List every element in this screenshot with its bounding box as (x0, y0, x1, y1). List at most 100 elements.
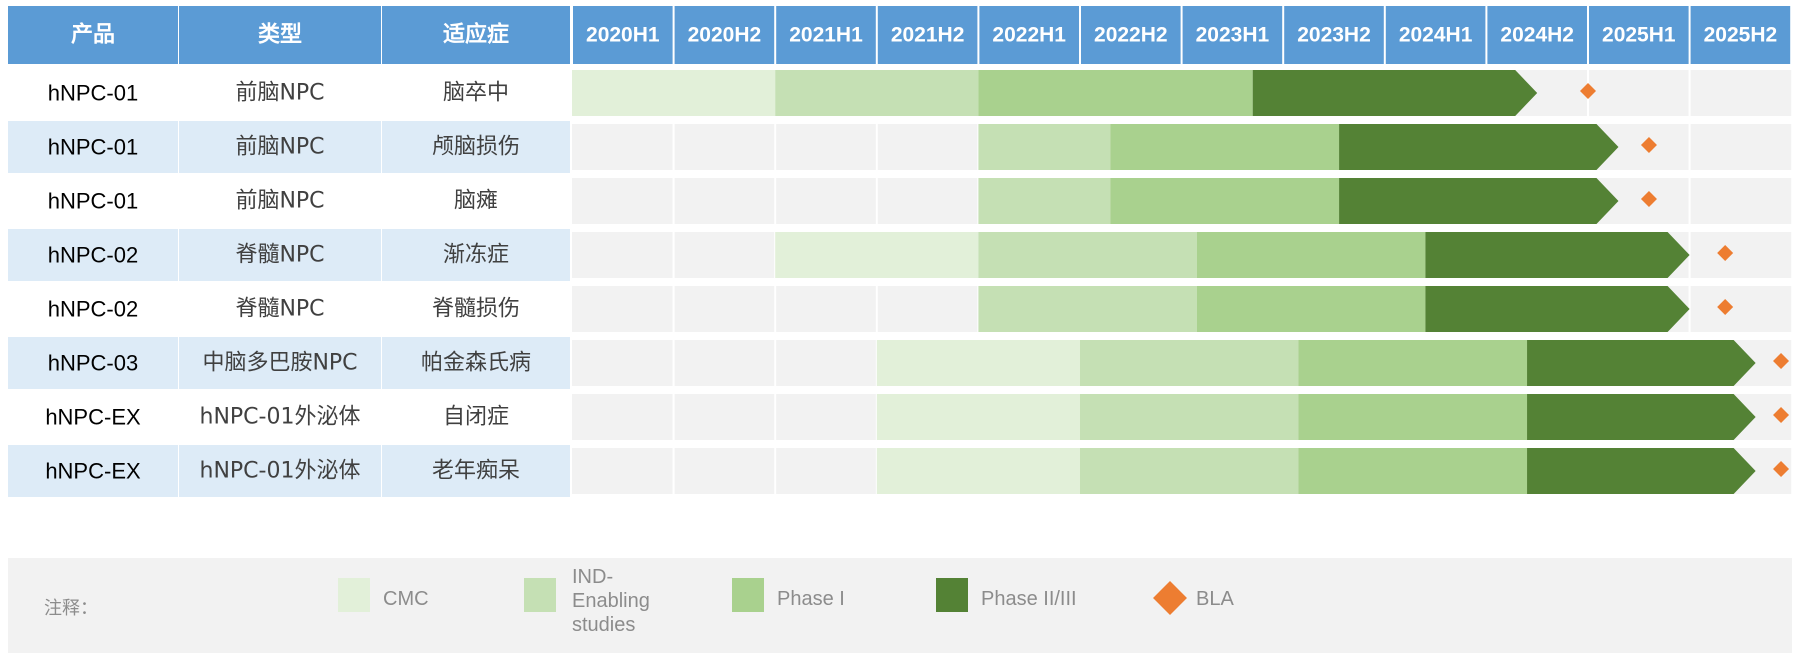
row-cell (8, 445, 178, 497)
indication-label: 脑卒中 (443, 81, 509, 106)
row-cell (179, 391, 381, 443)
period-label: 2022H2 (1094, 24, 1168, 47)
legend-text-phase1: Phase I (777, 588, 845, 610)
row-cell (8, 67, 178, 119)
row-cell (382, 391, 570, 443)
type-label: 前脑NPC (235, 81, 324, 106)
type-label: 前脑NPC (235, 189, 324, 214)
bla-marker (1773, 407, 1790, 423)
type-label: 脊髓NPC (235, 297, 324, 322)
phase-bar-phase-i (1298, 340, 1528, 386)
period-header-cell (979, 6, 1079, 64)
legend-swatch-phase23 (936, 578, 968, 612)
bla-marker (1640, 191, 1657, 207)
phase-bar-phase-i (1110, 124, 1340, 170)
row-cell (179, 175, 381, 227)
legend-label: 注释： (44, 598, 98, 619)
phase-bar-phase-i (1298, 448, 1528, 494)
legend-bla-diamond (1153, 581, 1187, 615)
row-cell (8, 121, 178, 173)
row-cell (179, 283, 381, 335)
product-label: hNPC-EX (45, 405, 141, 430)
row-cell (8, 337, 178, 389)
phase-bar-ind-enabling-studies (978, 124, 1111, 170)
phase-bar-ind-enabling-studies (978, 232, 1197, 278)
legend: 注释： CMC IND- Enabling studies Phase I Ph… (8, 558, 1792, 653)
product-label: hNPC-01 (48, 81, 138, 106)
period-header-cell (1487, 6, 1587, 64)
period-header-cell (1690, 6, 1791, 64)
indication-label: 脑瘫 (454, 189, 498, 214)
indication-label: 颅脑损伤 (432, 135, 520, 160)
period-header-cell (1081, 6, 1181, 64)
period-label: 2024H2 (1500, 24, 1574, 47)
row-cell (382, 67, 570, 119)
phase-bar-phase-i (1196, 286, 1426, 332)
product-label: hNPC-02 (48, 243, 138, 268)
period-header-cell (1385, 6, 1486, 64)
phase-bar-phase-i (1196, 232, 1426, 278)
phase-bar-phase-ii-iii (1527, 340, 1756, 386)
bla-marker (1640, 137, 1657, 153)
header-label: 类型 (258, 23, 302, 48)
product-label: hNPC-01 (48, 135, 138, 160)
phase-bar-phase-i (978, 70, 1253, 116)
phase-bar-ind-enabling-studies (1080, 448, 1299, 494)
phase-bar-ind-enabling-studies (978, 178, 1111, 224)
phase-bar-phase-ii-iii (1527, 448, 1756, 494)
phase-bar-phase-ii-iii (1425, 232, 1690, 278)
phase-bar-phase-ii-iii (1425, 286, 1690, 332)
indication-label: 脊髓损伤 (432, 297, 520, 322)
phase-bar-phase-i (1110, 178, 1340, 224)
type-label: 前脑NPC (235, 135, 324, 160)
phase-bar-cmc (775, 232, 979, 278)
phase-bar-cmc (876, 394, 1080, 440)
phase-bar-ind-enabling-studies (1080, 340, 1299, 386)
row-cell (382, 283, 570, 335)
period-label: 2022H1 (992, 24, 1066, 47)
period-label: 2024H1 (1399, 24, 1473, 47)
type-label: 脊髓NPC (235, 243, 324, 268)
bla-marker (1717, 299, 1734, 315)
product-label: hNPC-01 (48, 189, 138, 214)
row-cell (8, 283, 178, 335)
row-cell (179, 121, 381, 173)
row-cell (8, 175, 178, 227)
phase-bar-ind-enabling-studies (1080, 394, 1299, 440)
period-header-cell (1589, 6, 1689, 64)
phase-bar-ind-enabling-studies (775, 70, 979, 116)
header-label: 适应症 (443, 22, 509, 48)
header-label: 产品 (71, 23, 115, 48)
row-cell (179, 229, 381, 281)
phase-bar-ind-enabling-studies (978, 286, 1197, 332)
row-cell (382, 175, 570, 227)
row-cell (8, 391, 178, 443)
product-label: hNPC-02 (48, 297, 138, 322)
row-cell (382, 445, 570, 497)
row-cell (382, 121, 570, 173)
legend-text-cmc: CMC (383, 588, 429, 610)
type-label: hNPC-01外泌体 (200, 459, 361, 484)
legend-text-ind-2: Enabling (572, 590, 650, 612)
period-label: 2020H1 (586, 24, 660, 47)
phase-bar-phase-ii-iii (1252, 70, 1538, 116)
period-header-cell (573, 6, 673, 64)
period-header-cell (776, 6, 876, 64)
row-cell (382, 229, 570, 281)
indication-label: 自闭症 (443, 405, 509, 430)
period-header-cell (877, 6, 978, 64)
period-label: 2020H2 (688, 24, 762, 47)
phase-bar-phase-ii-iii (1339, 178, 1619, 224)
legend-text-ind-1: IND- (572, 566, 614, 588)
row-cell (179, 445, 381, 497)
period-header-cell (1284, 6, 1384, 64)
period-label: 2023H2 (1297, 24, 1371, 47)
period-label: 2021H2 (891, 24, 965, 47)
phase-bar-cmc (572, 70, 776, 116)
period-label: 2025H2 (1704, 24, 1778, 47)
row-cell (179, 337, 381, 389)
header-cell (8, 6, 178, 64)
phase-bar-cmc (876, 448, 1080, 494)
period-header-cell (1182, 6, 1283, 64)
type-label: 中脑多巴胺NPC (202, 351, 357, 376)
